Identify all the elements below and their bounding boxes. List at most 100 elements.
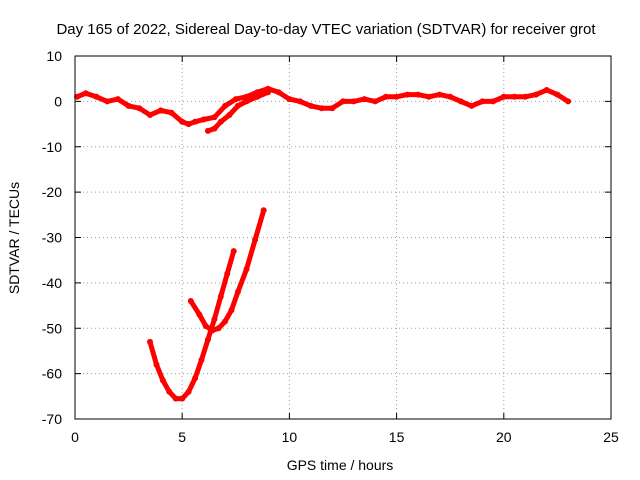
data-point xyxy=(82,90,89,97)
data-point xyxy=(533,91,539,98)
data-point xyxy=(479,98,486,105)
data-point xyxy=(172,395,179,402)
data-point xyxy=(307,102,314,109)
data-point xyxy=(215,325,222,332)
data-point xyxy=(243,98,250,105)
data-point xyxy=(179,118,186,125)
data-point xyxy=(192,118,199,125)
data-point xyxy=(228,307,235,314)
data-point xyxy=(436,91,443,98)
y-tick-label: -70 xyxy=(42,411,62,427)
data-point xyxy=(243,266,250,273)
data-point xyxy=(372,98,379,105)
data-point xyxy=(340,98,346,105)
data-point xyxy=(275,89,282,96)
x-axis-label: GPS time / hours xyxy=(287,457,394,473)
data-point xyxy=(198,357,205,363)
y-tick-label: -40 xyxy=(42,275,62,291)
data-point xyxy=(415,91,421,98)
data-point xyxy=(217,293,224,300)
data-point xyxy=(382,93,389,100)
data-point xyxy=(252,236,259,243)
data-point xyxy=(230,248,237,255)
data-point xyxy=(318,105,325,112)
y-tick-label: 0 xyxy=(54,93,62,109)
data-point xyxy=(211,114,218,121)
data-point xyxy=(234,102,241,109)
x-tick-label: 25 xyxy=(603,429,619,445)
data-point xyxy=(260,207,267,214)
x-tick-label: 0 xyxy=(71,429,79,445)
data-point xyxy=(200,116,207,123)
data-point xyxy=(217,118,224,125)
data-point xyxy=(543,87,550,93)
data-point xyxy=(286,96,293,103)
data-point xyxy=(265,89,271,96)
data-point xyxy=(187,298,194,304)
data-series-4 xyxy=(187,207,267,334)
data-point xyxy=(166,388,173,395)
data-point xyxy=(136,105,143,112)
y-tick-label: -10 xyxy=(42,139,62,155)
data-point xyxy=(297,98,304,105)
data-point xyxy=(104,98,111,105)
data-point xyxy=(209,327,216,334)
data-point xyxy=(125,102,132,109)
data-point xyxy=(179,395,186,402)
y-tick-label: -20 xyxy=(42,184,62,200)
data-point xyxy=(192,375,199,382)
data-point xyxy=(393,93,400,100)
data-point xyxy=(185,121,192,128)
data-point xyxy=(522,93,529,100)
data-point xyxy=(468,102,475,109)
data-point xyxy=(211,125,218,132)
data-point xyxy=(329,105,336,112)
data-point xyxy=(74,93,81,100)
data-series-3 xyxy=(147,248,237,402)
data-point xyxy=(554,91,561,98)
data-series-2 xyxy=(204,89,271,134)
y-tick-label: -50 xyxy=(42,320,62,336)
data-point xyxy=(404,91,411,98)
data-point xyxy=(222,102,229,109)
data-point xyxy=(202,323,209,329)
data-point xyxy=(93,93,100,100)
data-point xyxy=(159,377,166,384)
data-series-1 xyxy=(74,85,572,128)
data-point xyxy=(196,311,203,318)
x-tick-label: 20 xyxy=(496,429,512,445)
chart-title: Day 165 of 2022, Sidereal Day-to-day VTE… xyxy=(56,21,596,38)
data-point xyxy=(350,98,357,105)
y-tick-label: -30 xyxy=(42,230,62,246)
data-point xyxy=(425,93,432,100)
data-point xyxy=(511,93,518,100)
data-point xyxy=(490,98,497,105)
data-point xyxy=(500,93,507,100)
data-point xyxy=(361,96,368,103)
y-tick-label: -60 xyxy=(42,366,62,382)
x-tick-label: 15 xyxy=(389,429,405,445)
data-point xyxy=(211,316,218,323)
data-point xyxy=(457,98,464,105)
series-layer xyxy=(74,85,572,402)
data-point xyxy=(254,93,261,100)
y-axis-label: SDTVAR / TECUs xyxy=(6,182,22,294)
x-tick-label: 10 xyxy=(282,429,298,445)
data-point xyxy=(147,338,153,345)
y-tick-label: 10 xyxy=(46,48,62,64)
data-point xyxy=(204,127,211,134)
ticks: 0 5 10 15 20 25 10 0 -10 -20 -30 -40 -50 -60 -70 xyxy=(42,48,619,445)
data-point xyxy=(234,288,241,295)
data-point xyxy=(147,112,153,118)
data-point xyxy=(157,107,164,114)
data-point xyxy=(153,361,160,368)
data-point xyxy=(204,336,211,343)
data-point xyxy=(226,112,233,118)
data-point xyxy=(447,93,454,100)
data-point xyxy=(114,96,121,103)
data-point xyxy=(224,270,231,277)
grid xyxy=(75,56,611,419)
data-point xyxy=(185,388,192,395)
data-point xyxy=(168,109,175,116)
